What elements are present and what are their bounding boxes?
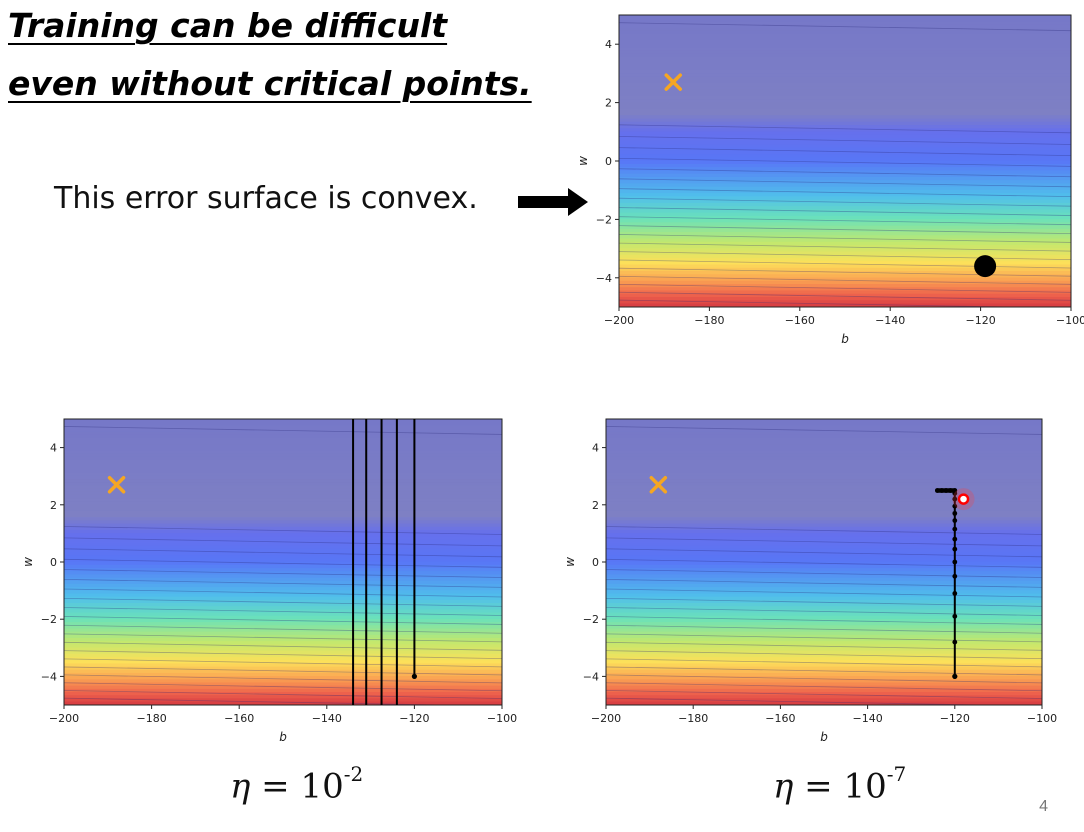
y-axis-label: w (21, 557, 35, 567)
x-axis-label: b (279, 730, 287, 744)
eta-equals: = 10 (793, 766, 887, 807)
slide-title-line-2: even without critical points. (8, 64, 532, 103)
y-tick-label: 4 (605, 38, 612, 51)
x-tick-label: −200 (49, 712, 79, 725)
y-tick-label: 2 (592, 499, 599, 512)
path-step-point (952, 496, 958, 502)
path-step-point (952, 536, 958, 542)
path-step-point (952, 613, 958, 619)
y-tick-label: −2 (596, 213, 612, 226)
eta-exponent: -2 (343, 762, 364, 786)
path-step-point (952, 639, 958, 645)
path-step-point (952, 518, 958, 523)
start-point (411, 673, 417, 679)
x-tick-label: −180 (694, 314, 724, 327)
x-tick-label: −180 (136, 712, 166, 725)
slide-title-line-1: Training can be difficult (8, 6, 448, 45)
highlight-ring-marker (957, 493, 970, 505)
gradient-path (934, 488, 958, 679)
contour-fill (606, 419, 1042, 705)
y-axis-label: w (576, 156, 590, 166)
path-step-point (952, 591, 958, 596)
x-tick-label: −100 (1056, 314, 1084, 327)
x-tick-label: −160 (785, 314, 815, 327)
y-tick-label: −2 (41, 613, 57, 626)
x-tick-label: −140 (852, 712, 882, 725)
y-tick-label: 0 (592, 556, 599, 569)
x-tick-label: −100 (1027, 712, 1057, 725)
path-step-point (952, 503, 958, 509)
x-tick-label: −120 (399, 712, 429, 725)
oscillation-path (352, 419, 416, 705)
contour-lines (64, 426, 502, 705)
eta-exponent: -7 (886, 762, 907, 786)
contour-lines (606, 426, 1042, 705)
convex-statement: This error surface is convex. (54, 181, 478, 216)
y-tick-label: −4 (596, 272, 612, 285)
page-number: 4 (1039, 798, 1048, 815)
y-tick-label: 4 (50, 442, 57, 455)
x-tick-label: −140 (312, 712, 342, 725)
eta-label-left: η = 10-2 (230, 762, 363, 807)
path-step-point (952, 526, 958, 532)
path-step-point (952, 546, 958, 552)
eta-symbol: η (230, 766, 251, 807)
eta-label-right: η = 10-7 (773, 762, 906, 807)
y-tick-label: −4 (583, 670, 599, 683)
contour-fill (619, 15, 1071, 307)
path-step-point (952, 573, 958, 579)
x-tick-label: −120 (940, 712, 970, 725)
x-tick-label: −120 (965, 314, 995, 327)
y-tick-label: 2 (50, 499, 57, 512)
x-axis-label: b (820, 730, 828, 744)
contour-fill (64, 419, 502, 705)
path-step-point (952, 510, 958, 516)
path-step-point (952, 559, 958, 565)
x-tick-label: −200 (604, 314, 634, 327)
eta-symbol: η (773, 766, 794, 807)
contour-plot-bottom-right: −200 −180 −160 −140 −120 −100 −4 −2 0 2 4 b w (563, 418, 1057, 744)
x-tick-label: −140 (875, 314, 905, 327)
y-tick-label: 2 (605, 97, 612, 110)
x-tick-label: −160 (765, 712, 795, 725)
minimum-x-marker (107, 476, 126, 494)
y-axis-label: w (563, 557, 577, 567)
minimum-x-marker (664, 73, 682, 91)
contour-plot-bottom-left: −200 −180 −160 −140 −120 −100 −4 −2 0 2 4 b w (21, 418, 517, 744)
x-tick-label: −180 (678, 712, 708, 725)
x-tick-label: −200 (591, 712, 621, 725)
gradient-path (352, 419, 416, 705)
minimum-x-marker (649, 476, 668, 494)
y-tick-label: 0 (605, 155, 612, 168)
right-arrow-icon (518, 188, 588, 216)
eta-equals: = 10 (250, 766, 344, 807)
x-tick-label: −160 (224, 712, 254, 725)
contour-plot-top: −200 −180 −160 −140 −120 −100 −4 −2 0 2 4 b w (576, 14, 1084, 346)
x-axis-label: b (841, 332, 849, 346)
start-point (974, 255, 997, 278)
x-tick-label: −100 (487, 712, 517, 725)
y-tick-label: −2 (583, 613, 599, 626)
y-tick-label: 0 (50, 556, 57, 569)
start-point (952, 673, 958, 679)
y-tick-label: −4 (41, 670, 57, 683)
y-tick-label: 4 (592, 442, 599, 455)
